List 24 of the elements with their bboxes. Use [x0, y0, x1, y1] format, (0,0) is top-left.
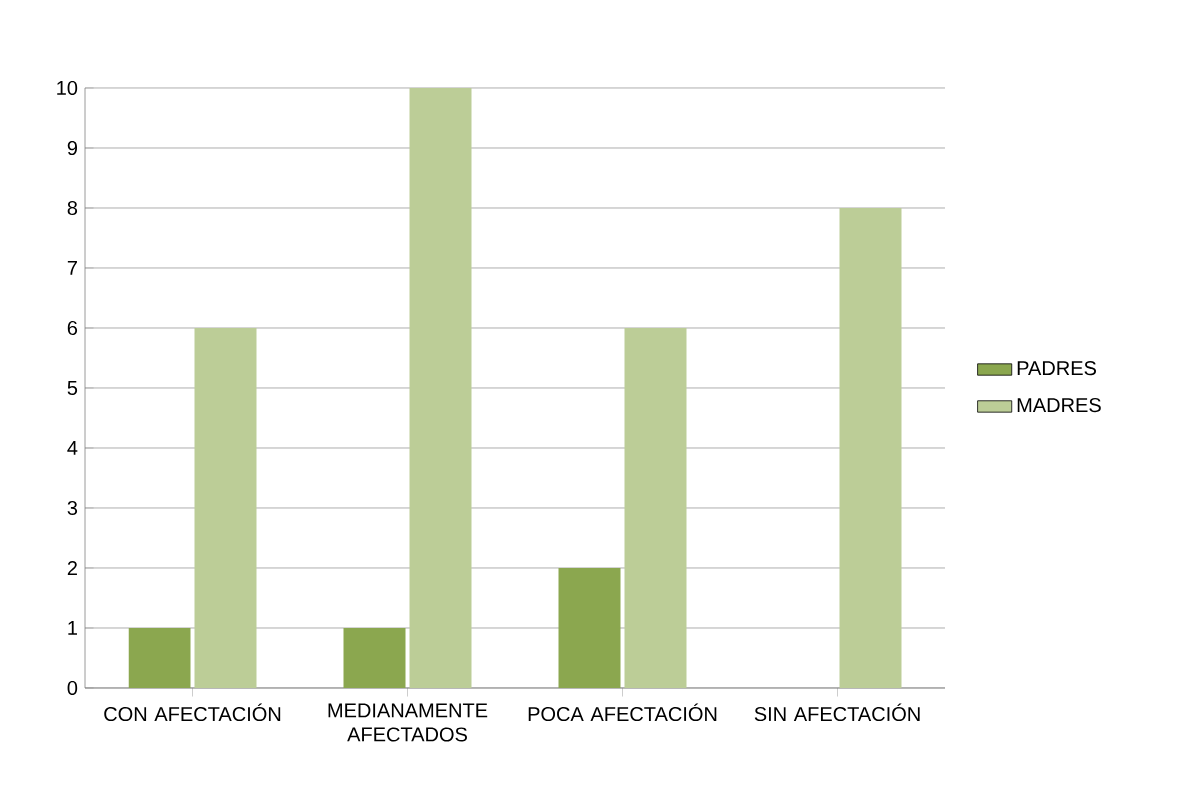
y-tick-label: 7	[67, 261, 77, 275]
x-tick-label: SIN AFECTACIÓN	[754, 703, 920, 722]
y-tick-label: 0	[67, 680, 78, 696]
bar	[343, 627, 406, 688]
y-tick-label: 5	[67, 381, 78, 395]
bar	[558, 567, 621, 688]
bar	[624, 327, 687, 688]
y-tick-label: 4	[67, 441, 78, 455]
legend-label: PADRES	[1017, 361, 1096, 376]
x-tick-label: POCA AFECTACIÓN	[528, 703, 717, 722]
x-tick-label: CON AFECTACIÓN	[104, 703, 281, 722]
bar	[409, 87, 472, 688]
y-tick-label: 3	[67, 500, 78, 516]
y-tick-label: 10	[57, 80, 78, 96]
y-tick-label: 9	[67, 140, 78, 156]
bar	[194, 327, 257, 688]
bar	[128, 627, 191, 688]
x-tick-label: MEDIANAMENTE AFECTADOS	[328, 703, 488, 742]
y-tick-label: 6	[67, 320, 78, 336]
y-tick-label: 2	[67, 561, 77, 575]
legend-label: MADRES	[1017, 397, 1101, 413]
y-tick-label: 1	[68, 621, 77, 635]
y-tick-label: 8	[67, 200, 78, 216]
bar	[839, 207, 902, 688]
